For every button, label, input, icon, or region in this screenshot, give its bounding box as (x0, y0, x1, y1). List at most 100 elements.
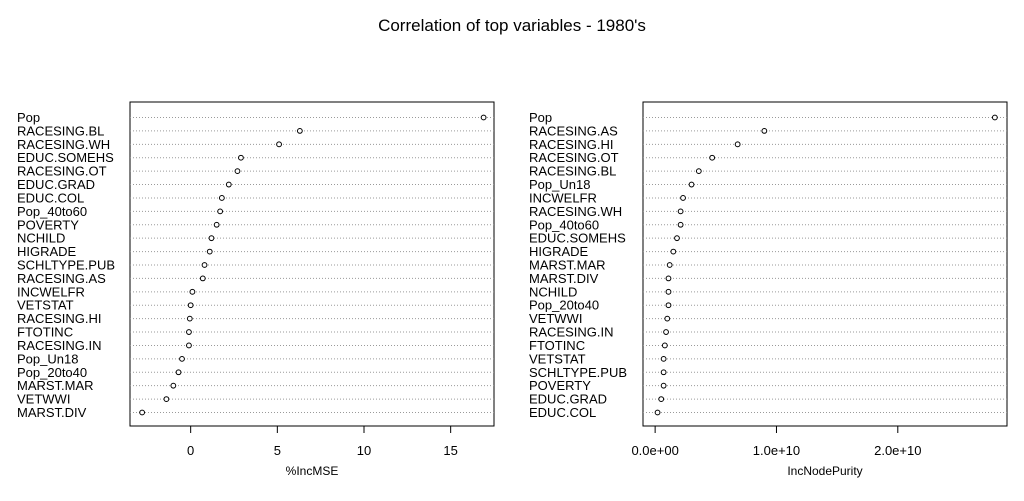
data-point (695, 168, 702, 175)
category-label: Pop_Un18 (529, 177, 590, 192)
category-label: VETWWI (529, 311, 582, 326)
category-label: RACESING.HI (17, 311, 102, 326)
data-point (660, 369, 667, 376)
category-label: RACESING.BL (529, 164, 616, 179)
data-point (208, 235, 215, 242)
category-label: EDUC.GRAD (17, 177, 95, 192)
category-label: MARST.MAR (17, 378, 94, 393)
chart-title: Correlation of top variables - 1980's (378, 16, 646, 35)
x-tick-label: 1.0e+10 (753, 443, 800, 458)
category-label: EDUC.SOMEHS (529, 231, 626, 246)
category-label: MARST.MAR (529, 258, 606, 273)
x-tick-label: 0.0e+00 (631, 443, 678, 458)
data-point (665, 288, 672, 295)
data-point (234, 168, 241, 175)
data-point (187, 302, 194, 309)
category-label: HIGRADE (17, 244, 77, 259)
data-point (661, 342, 668, 349)
x-tick-label: 10 (357, 443, 371, 458)
data-point (139, 409, 146, 416)
data-point (709, 154, 716, 161)
data-point (660, 382, 667, 389)
category-label: MARST.DIV (529, 271, 599, 286)
category-label: POVERTY (529, 378, 591, 393)
category-label: RACESING.IN (17, 338, 102, 353)
data-point (213, 221, 220, 228)
category-label: Pop_Un18 (17, 351, 78, 366)
category-label: POVERTY (17, 217, 79, 232)
data-point (206, 248, 213, 255)
data-point (225, 181, 232, 188)
data-point (201, 262, 208, 268)
x-tick-label: 5 (274, 443, 281, 458)
data-point (217, 208, 224, 215)
category-label: Pop (529, 110, 552, 125)
category-label: RACESING.WH (17, 137, 110, 152)
category-label: EDUC.SOMEHS (17, 150, 114, 165)
data-point (991, 114, 998, 121)
data-point (296, 128, 303, 134)
category-label: INCWELFR (529, 190, 597, 205)
data-point (660, 355, 667, 362)
category-label: Pop_20to40 (17, 365, 87, 380)
x-axis-title: IncNodePurity (787, 464, 862, 478)
data-point (665, 275, 672, 282)
category-label: INCWELFR (17, 284, 85, 299)
category-label: Pop_40to60 (529, 217, 599, 232)
plot-frame (129, 101, 495, 427)
category-label: RACESING.OT (17, 164, 107, 179)
category-label: EDUC.COL (529, 405, 596, 420)
category-label: RACESING.HI (529, 137, 614, 152)
data-point (664, 315, 671, 322)
data-point (179, 355, 185, 362)
category-label: MARST.DIV (17, 405, 87, 420)
data-point (734, 141, 741, 148)
x-tick-label: 2.0e+10 (874, 443, 921, 458)
data-point (238, 154, 244, 161)
data-point (480, 114, 487, 121)
category-label: Pop_20to40 (529, 298, 599, 313)
category-label: VETSTAT (529, 351, 586, 366)
data-point (688, 181, 695, 188)
data-point (654, 409, 661, 416)
category-label: RACESING.IN (529, 325, 614, 340)
data-point (665, 302, 672, 309)
data-point (663, 329, 669, 335)
data-point (677, 221, 684, 228)
category-label: SCHLTYPE.PUB (17, 258, 115, 273)
x-tick-label: 0 (187, 443, 194, 458)
panel-incnodepurity: PopRACESING.ASRACESING.HIRACESING.OTRACE… (529, 101, 1008, 478)
data-point (189, 288, 196, 295)
plot-frame (642, 101, 1008, 427)
data-point (170, 382, 177, 389)
category-label: HIGRADE (529, 244, 589, 259)
category-label: NCHILD (17, 231, 65, 246)
data-point (186, 315, 193, 322)
data-point (199, 275, 206, 282)
category-label: RACESING.BL (17, 123, 104, 138)
data-point (677, 208, 684, 215)
panel-incmse: PopRACESING.BLRACESING.WHEDUC.SOMEHSRACE… (17, 101, 495, 478)
category-label: RACESING.OT (529, 150, 619, 165)
category-label: EDUC.COL (17, 190, 84, 205)
data-point (680, 195, 686, 201)
category-label: RACESING.AS (17, 271, 106, 286)
data-point (658, 396, 665, 402)
category-label: Pop_40to60 (17, 204, 87, 219)
data-point (186, 342, 192, 349)
category-label: Pop (17, 110, 40, 125)
category-label: RACESING.AS (529, 123, 618, 138)
category-label: NCHILD (529, 284, 577, 299)
data-point (666, 262, 673, 268)
data-point (276, 141, 282, 148)
category-label: SCHLTYPE.PUB (529, 365, 627, 380)
data-point (674, 235, 680, 242)
data-point (186, 329, 192, 335)
category-label: FTOTINC (529, 338, 585, 353)
data-point (175, 369, 182, 376)
data-point (218, 195, 225, 201)
category-label: EDUC.GRAD (529, 392, 607, 407)
data-point (761, 128, 768, 134)
category-label: VETWWI (17, 392, 70, 407)
